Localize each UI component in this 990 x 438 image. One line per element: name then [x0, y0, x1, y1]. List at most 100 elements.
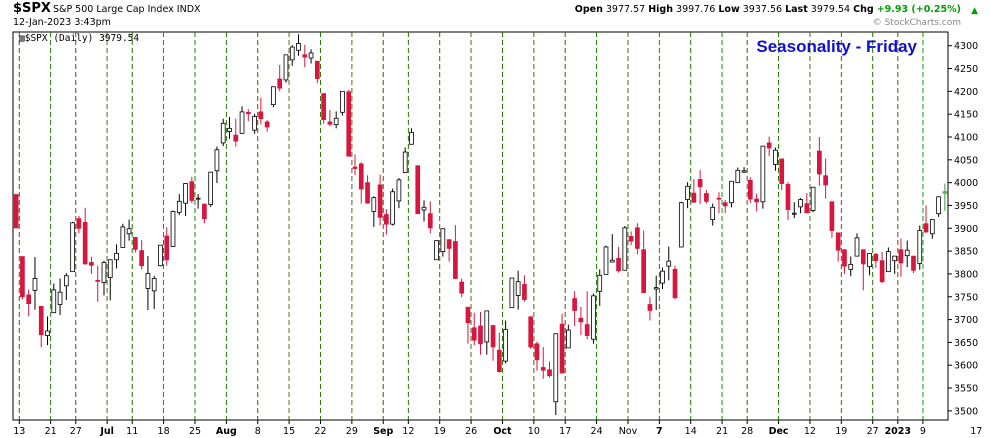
candle-body: [76, 218, 82, 229]
x-tick-label: 19: [434, 426, 446, 437]
candle-body: [170, 210, 176, 247]
timestamp: 12-Jan-2023 3:43pm: [13, 17, 111, 28]
candle: [245, 109, 251, 122]
candle-body: [503, 329, 508, 362]
chart-header: $SPX S&P 500 Large Cap Index INDX 12-Jan…: [0, 0, 990, 30]
candle: [63, 273, 69, 300]
candle-body: [302, 54, 308, 58]
candle: [76, 215, 82, 234]
x-tick-label: 27: [867, 426, 879, 437]
candle-body: [879, 260, 885, 283]
y-tick-label: 3900: [954, 224, 978, 235]
candle-body: [245, 111, 251, 115]
x-tick-label: 11: [126, 426, 138, 437]
x-tick-label: Aug: [216, 426, 237, 437]
candle: [848, 256, 854, 277]
candle-body: [114, 252, 119, 261]
candle: [365, 175, 370, 204]
y-tick-label: 3750: [954, 292, 978, 303]
candle: [38, 305, 44, 348]
candle-body: [183, 183, 188, 204]
candle: [936, 196, 941, 217]
candle-body: [647, 304, 653, 311]
candle: [591, 293, 596, 344]
candle: [164, 227, 170, 266]
candle: [716, 192, 722, 214]
symbol-label: $SPX: [13, 1, 51, 16]
candle-body: [346, 91, 352, 157]
candle-body: [133, 237, 138, 250]
candle-body: [139, 250, 144, 267]
candle: [107, 259, 113, 301]
candle: [528, 316, 534, 349]
candle: [258, 97, 264, 125]
candle-body: [453, 241, 458, 279]
candle: [578, 306, 584, 336]
candle: [791, 202, 797, 219]
candle: [666, 246, 672, 281]
candle-body: [804, 203, 810, 214]
candle-body: [26, 294, 32, 305]
x-tick-label: 2023: [885, 426, 911, 437]
candle: [609, 234, 615, 263]
candle: [32, 257, 38, 310]
x-tick-label: 17: [970, 426, 982, 437]
candle-body: [842, 249, 847, 267]
candle: [515, 270, 521, 310]
candle: [729, 180, 734, 208]
candle: [126, 219, 132, 241]
candle-body: [321, 93, 326, 121]
candle: [522, 275, 527, 302]
candle-body: [791, 212, 797, 215]
candle: [220, 118, 226, 147]
y-tick-label: 3950: [954, 201, 978, 212]
candle: [842, 249, 847, 274]
y-tick-label: 3700: [954, 315, 978, 326]
candle: [214, 146, 220, 184]
candle: [766, 136, 772, 157]
candle-body: [202, 203, 207, 220]
candle-body: [547, 369, 552, 377]
candle-body: [873, 253, 879, 262]
candle-body: [296, 43, 301, 51]
candle: [434, 240, 439, 261]
candle-body: [32, 278, 38, 291]
candle: [333, 111, 339, 129]
candle: [415, 165, 421, 215]
candle-body: [616, 258, 621, 272]
candle: [635, 223, 640, 255]
candle: [346, 89, 352, 157]
candle: [95, 265, 101, 302]
candle: [691, 178, 697, 203]
candle-body: [490, 325, 496, 348]
candle: [854, 233, 860, 257]
y-tick-label: 3550: [954, 384, 978, 395]
candle: [252, 113, 257, 134]
x-tick-label: 25: [189, 426, 201, 437]
y-tick-label: 3650: [954, 338, 978, 349]
y-tick-label: 4000: [954, 178, 978, 189]
candle-body: [779, 158, 785, 184]
candle: [195, 194, 201, 209]
candle-body: [635, 227, 640, 249]
candle: [277, 64, 283, 92]
x-tick-label: 24: [591, 426, 603, 437]
candle-body: [107, 259, 113, 278]
candle: [402, 147, 408, 173]
candle-body: [365, 182, 370, 204]
x-tick-label: 9: [920, 426, 926, 437]
candle: [264, 120, 270, 132]
x-tick-label: 12: [402, 426, 414, 437]
candle: [208, 171, 214, 207]
candle: [647, 296, 653, 321]
candle: [139, 240, 144, 270]
candle: [735, 167, 741, 184]
candle: [453, 225, 458, 279]
x-tick-label: 10: [528, 426, 540, 437]
y-tick-label: 3500: [954, 406, 978, 417]
candle-body: [427, 213, 433, 229]
candle: [51, 283, 57, 314]
candle: [45, 316, 50, 346]
candle-body: [829, 201, 835, 231]
candle-body: [528, 316, 534, 348]
